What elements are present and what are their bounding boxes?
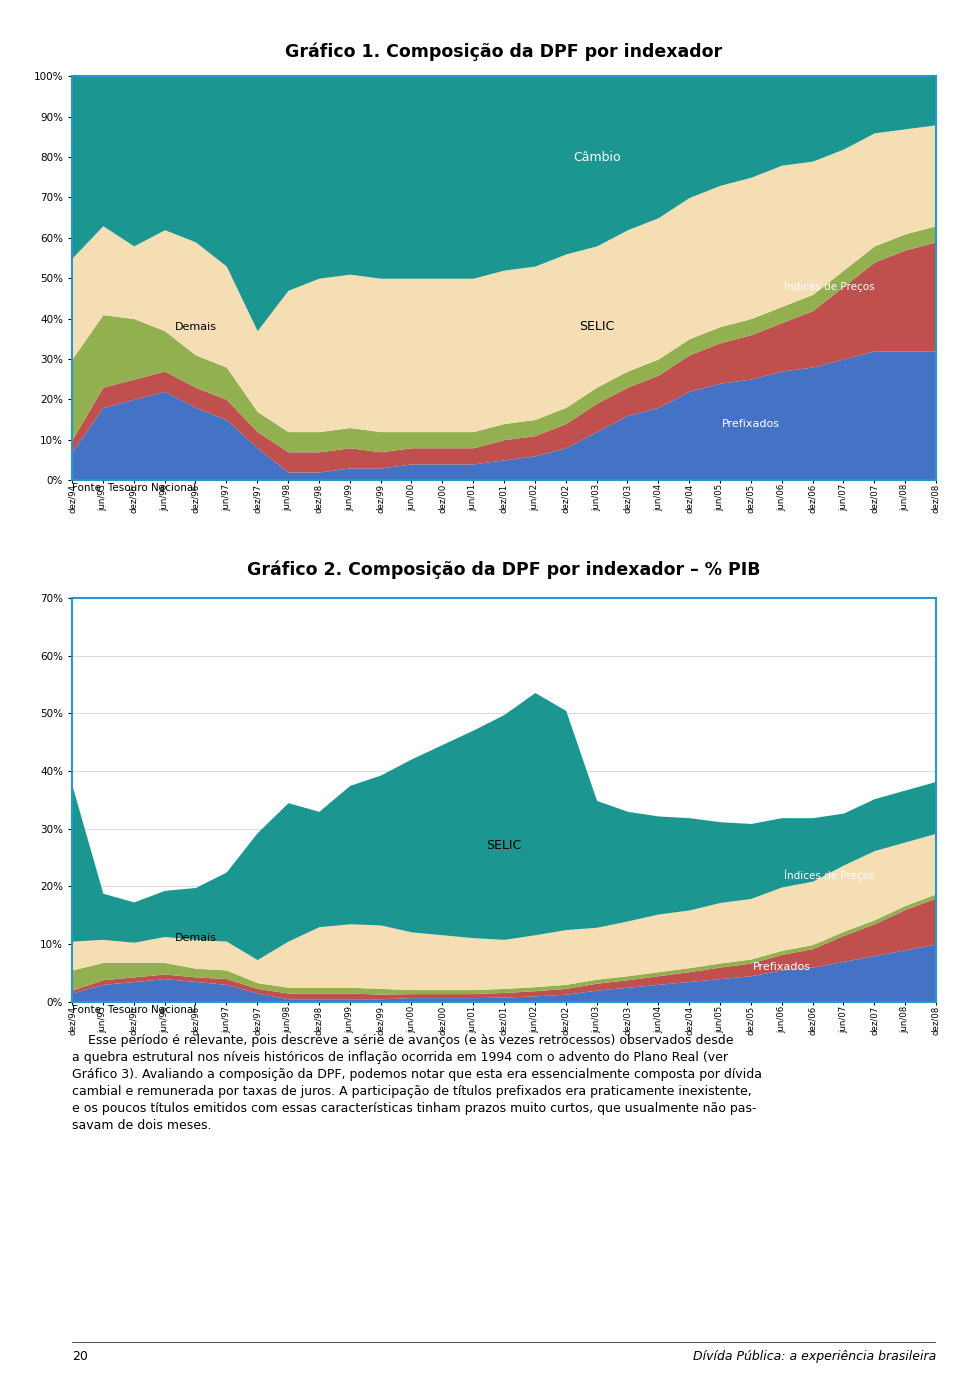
Text: Gráfico 1. Composição da DPF por indexador: Gráfico 1. Composição da DPF por indexad… <box>285 43 723 61</box>
Text: 20: 20 <box>72 1351 88 1363</box>
Text: Demais: Demais <box>175 322 216 332</box>
Text: Câmbio: Câmbio <box>573 683 620 697</box>
Text: SELIC: SELIC <box>579 321 614 333</box>
Text: Fonte: Tesouro Nacional: Fonte: Tesouro Nacional <box>72 484 196 493</box>
Text: Dívída Pública: a experiência brasileira: Dívída Pública: a experiência brasileira <box>693 1351 936 1363</box>
Text: Prefixados: Prefixados <box>722 418 780 428</box>
Text: SELIC: SELIC <box>487 839 521 853</box>
Text: Índices de Preços: Índices de Preços <box>783 868 875 881</box>
Text: Esse período é relevante, pois descreve a série de avanços (e às vezes retrocess: Esse período é relevante, pois descreve … <box>72 1034 762 1132</box>
Text: Fonte: Tesouro Nacional: Fonte: Tesouro Nacional <box>72 1005 196 1015</box>
Text: Câmbio: Câmbio <box>573 151 620 163</box>
Text: Gráfico 2. Composição da DPF por indexador – % PIB: Gráfico 2. Composição da DPF por indexad… <box>248 560 760 579</box>
Text: Prefixados: Prefixados <box>753 962 810 972</box>
Text: Demais: Demais <box>175 933 216 944</box>
Text: Índices de Preços: Índices de Preços <box>783 280 875 293</box>
